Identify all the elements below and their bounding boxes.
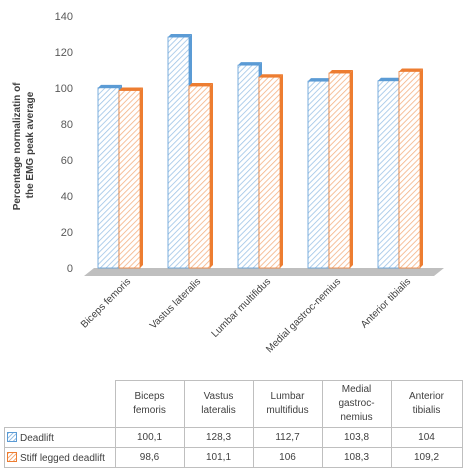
bar-front (307, 80, 330, 269)
bar-stiff-legged-deadlift (328, 70, 353, 269)
data-table-column-header: Biceps femoris (114, 380, 185, 428)
y-tick-label: 120 (55, 47, 73, 59)
series-legend-entry: Deadlift (4, 427, 116, 448)
bar-top (119, 87, 143, 91)
y-tick-label: 0 (67, 263, 73, 275)
data-table-body: Deadlift 100,1 128,3 112,7 103,8 104 Stiff leg… (4, 427, 463, 468)
bar-side (280, 74, 283, 268)
bar-stiff-legged-deadlift (118, 87, 143, 269)
bar-side (140, 87, 143, 269)
y-tick-label: 40 (61, 191, 73, 203)
bar-top (399, 68, 423, 72)
y-tick-label: 100 (55, 83, 73, 95)
data-table-cell: 109,2 (390, 447, 463, 468)
bar-side (420, 68, 423, 268)
x-tick-label: Anterior tibialis (359, 276, 413, 330)
data-table-column-header: Medial gastroc- nemius (321, 380, 392, 428)
bar-top (189, 83, 213, 87)
bar-deadlift (377, 77, 402, 269)
bar-front (167, 36, 190, 269)
floor-plane (84, 268, 444, 276)
y-axis-label: Percentage normalizatin of the EMG peak … (12, 80, 36, 211)
bar-front (258, 76, 281, 269)
series-legend-entry: Stiff legged deadlift (4, 447, 116, 468)
bar-deadlift (167, 34, 192, 269)
y-axis-label-line1: Percentage normalizatin of (12, 82, 23, 210)
bar-side (210, 83, 213, 269)
bar-top (168, 34, 192, 38)
bar-front (328, 72, 351, 269)
data-table-row: Deadlift 100,1 128,3 112,7 103,8 104 (4, 427, 463, 448)
data-table-column-header: Lumbar multifidus (252, 380, 323, 428)
x-tick-label: Biceps femoris (79, 276, 133, 330)
data-table-corner (4, 380, 116, 428)
bar-top (98, 84, 122, 88)
y-tick-label: 20 (61, 227, 73, 239)
bar-side (350, 70, 353, 268)
x-tick-label: Vastus lateralis (148, 276, 203, 331)
bar-top (238, 62, 262, 66)
bar-top (259, 74, 283, 78)
data-table-cell: 101,1 (183, 447, 254, 468)
data-table-cell: 100,1 (114, 427, 185, 448)
data-table-column-header: Vastus lateralis (183, 380, 254, 428)
data-table-cell: 104 (390, 427, 463, 448)
data-table-cell: 103,8 (321, 427, 392, 448)
series-name: Deadlift (20, 432, 54, 444)
bar-deadlift (97, 84, 122, 269)
bar-top (308, 78, 332, 82)
legend-swatch (7, 451, 17, 462)
x-tick-label: Lumbar multifidus (210, 276, 274, 340)
data-table: Biceps femoris Vastus lateralis Lumbar mul… (4, 380, 463, 468)
bar-top (329, 70, 353, 74)
data-table-row: Stiff legged deadlift 98,6 101,1 106 108,3 10… (4, 447, 463, 468)
x-tick-label: Medial gastroc-nemius (264, 276, 343, 355)
bar-front (398, 71, 421, 269)
bar-stiff-legged-deadlift (398, 68, 423, 269)
data-table-cell: 98,6 (114, 447, 185, 468)
bar-stiff-legged-deadlift (188, 83, 213, 269)
data-table-header-row: Biceps femoris Vastus lateralis Lumbar mul… (4, 380, 463, 428)
bars (97, 34, 423, 269)
x-axis-labels: Biceps femoris Vastus lateralis Lumbar mul… (79, 276, 413, 355)
bar-front (188, 85, 211, 269)
y-axis-ticks: 0 20 40 60 80 100 120 140 (55, 11, 73, 275)
bar-top (378, 77, 402, 81)
data-table-column-header: Anterior tibialis (390, 380, 463, 428)
bar-deadlift (307, 78, 332, 269)
data-table-cell: 106 (252, 447, 323, 468)
y-tick-label: 60 (61, 155, 73, 167)
bar-front (118, 90, 141, 269)
y-axis-label-line2: the EMG peak average (25, 91, 36, 198)
bar-front (377, 80, 400, 269)
bar-front (97, 87, 120, 269)
y-tick-label: 140 (55, 11, 73, 23)
series-name: Stiff legged deadlift (20, 452, 105, 464)
data-table-cell: 108,3 (321, 447, 392, 468)
legend-swatch (7, 431, 17, 442)
data-table-cell: 128,3 (183, 427, 254, 448)
data-table-cell: 112,7 (252, 427, 323, 448)
y-tick-label: 80 (61, 119, 73, 131)
bar-chart: 0 20 40 60 80 100 120 140 Biceps femoris Vastus … (12, 11, 444, 355)
bar-stiff-legged-deadlift (258, 74, 283, 269)
bar-deadlift (237, 62, 262, 269)
bar-front (237, 64, 260, 269)
chart-floor (84, 268, 444, 276)
